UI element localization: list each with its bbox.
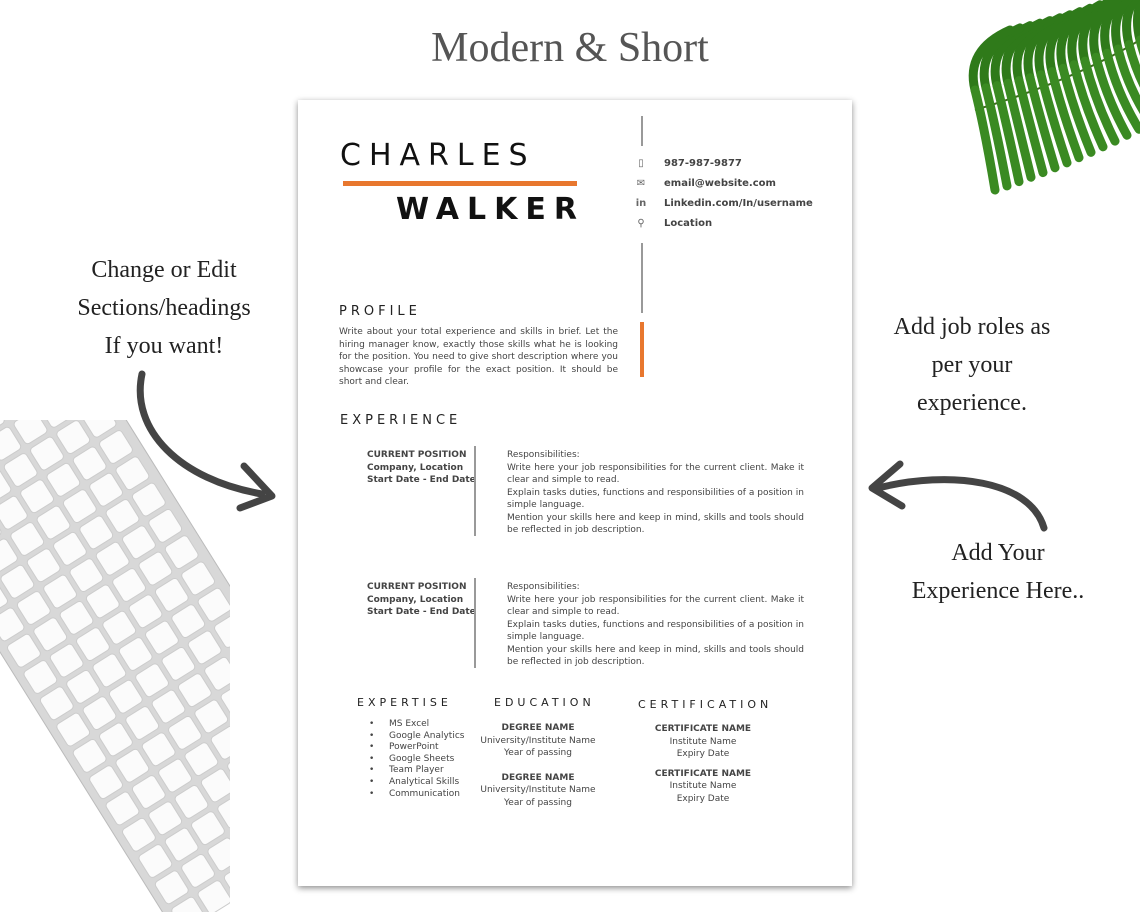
certification-heading: CERTIFICATION [638,698,773,711]
note-line: Add job roles as [893,314,1051,340]
note-line: Add Your [951,540,1045,566]
expertise-list: MS ExcelGoogle AnalyticsPowerPointGoogle… [369,719,465,801]
job-company: Company, Location [367,594,464,605]
job-position: CURRENT POSITION [367,582,467,592]
school-name: University/Institute Name [480,735,596,746]
job-company: Company, Location [367,462,464,473]
expertise-item: PowerPoint [369,742,464,754]
last-name: WALKER [396,192,585,227]
responsibility-line: Explain tasks duties, functions and resp… [507,619,804,643]
expiry-date: Expiry Date [676,749,730,759]
responsibility-line: Mention your skills here and keep in min… [507,644,804,668]
profile-text: Write about your total experience and sk… [339,327,618,387]
note-right-top: Add job roles as per your experience. [852,308,1092,422]
degree-name: DEGREE NAME [501,723,575,733]
year: Year of passing [504,797,572,808]
note-line: Sections/headings [77,295,251,321]
expertise-heading: EXPERTISE [357,696,452,709]
certificate-name: CERTIFICATE NAME [654,768,752,779]
job-position: CURRENT POSITION [367,450,467,460]
note-right-bottom: Add Your Experience Here.. [868,534,1128,610]
accent-bar [343,181,577,186]
degree-name: DEGREE NAME [501,772,575,783]
palm-leaf-image [968,0,1140,195]
certification-list: CERTIFICATE NAME Institute Name Expiry D… [633,723,773,812]
divider [474,578,476,668]
education-item: DEGREE NAME University/Institute Name Ye… [468,722,608,760]
divider [474,446,476,536]
mail-icon: ✉ [636,178,646,189]
responsibility-line: Write here your job responsibilities for… [507,462,804,486]
note-left: Change or Edit Sections/headings If you … [44,251,284,365]
certification-item: CERTIFICATE NAME Institute Name Expiry D… [633,768,773,806]
education-list: DEGREE NAME University/Institute Name Ye… [468,722,608,821]
contact-email: email@website.com [664,178,776,189]
expiry-date: Expiry Date [676,793,730,804]
responsibilities-label: Responsibilities: [507,582,580,592]
expertise-item: Google Sheets [369,754,464,766]
institute-name: Institute Name [669,781,737,791]
contact-location: Location [664,218,713,229]
experience-heading: EXPERIENCE [340,413,462,428]
education-heading: EDUCATION [494,696,595,709]
divider [641,243,643,313]
profile-heading: PROFILE [339,304,421,319]
expertise-item: Team Player [369,765,464,777]
job-responsibilities: Responsibilities: Write here your job re… [507,449,804,537]
expertise-item: MS Excel [369,719,464,731]
accent-bar-vertical [640,322,644,377]
job-dates: Start Date - End Date [367,607,476,617]
certificate-name: CERTIFICATE NAME [654,724,752,734]
job-dates: Start Date - End Date [367,475,476,485]
first-name: CHARLES [340,138,536,173]
divider [641,116,643,146]
linkedin-icon: in [635,198,647,209]
note-line: experience. [917,390,1027,416]
location-icon: ⚲ [637,218,645,229]
job-meta: CURRENT POSITION Company, Location Start… [367,581,476,619]
contact-linkedin: Linkedin.com/In/username [664,198,813,209]
expertise-item: Analytical Skills [369,777,464,789]
certification-item: CERTIFICATE NAME Institute Name Expiry D… [633,723,773,761]
arrow-left-icon [136,370,266,498]
note-line: per your [931,352,1013,378]
responsibility-line: Explain tasks duties, functions and resp… [507,487,804,511]
contact-phone: 987-987-9877 [664,158,742,169]
note-line: If you want! [104,333,224,359]
year: Year of passing [504,748,572,758]
expertise-item: Google Analytics [369,731,465,743]
arrow-right-icon [874,476,1048,532]
responsibility-line: Write here your job responsibilities for… [507,594,804,618]
keyboard-image [0,420,230,912]
note-line: Change or Edit [91,257,237,283]
phone-icon: ▯ [638,158,644,169]
page-title: Modern & Short [431,25,709,71]
job-responsibilities: Responsibilities: Write here your job re… [507,581,804,669]
responsibility-line: Mention your skills here and keep in min… [507,512,804,536]
responsibilities-label: Responsibilities: [507,450,580,460]
resume-page: CHARLES WALKER ▯ 987-987-9877 ✉ email@we… [298,100,852,886]
education-item: DEGREE NAME University/Institute Name Ye… [468,772,608,810]
note-line: Experience Here.. [911,578,1085,604]
job-meta: CURRENT POSITION Company, Location Start… [367,449,476,487]
institute-name: Institute Name [669,736,737,747]
expertise-item: Communication [369,789,464,801]
school-name: University/Institute Name [480,785,596,795]
